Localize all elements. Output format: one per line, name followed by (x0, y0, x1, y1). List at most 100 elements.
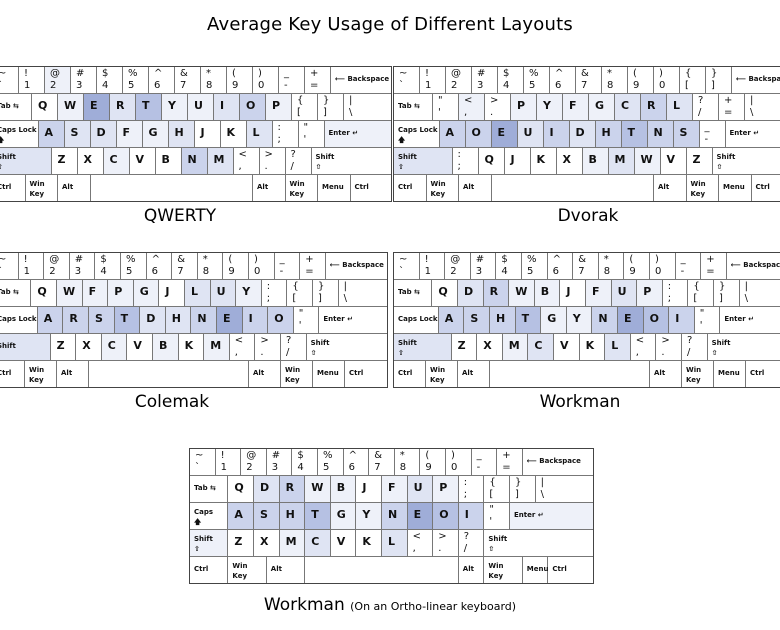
key-base-legend: ; (277, 134, 281, 145)
key-legend: Z (57, 153, 66, 166)
key-base-legend: - (704, 134, 709, 145)
key-r0c0: ~` (0, 67, 19, 94)
key-legend: R (116, 99, 125, 112)
key-sublabel: Key (29, 376, 44, 384)
key-r: R (63, 307, 89, 334)
key-legend: J (566, 285, 571, 298)
key-sublabel: Key (488, 572, 504, 580)
key-g: G (541, 307, 567, 334)
key-r0c7: & 7 (576, 67, 602, 94)
key-l: L (605, 334, 631, 361)
key-a: A (439, 121, 466, 148)
key-r0c9: (9 (420, 449, 446, 476)
key-base-legend: . (260, 347, 264, 358)
key-y: Y (236, 280, 262, 307)
key-space-key (90, 175, 253, 201)
key-shift-legend: : (667, 281, 672, 292)
key-legend: N (598, 312, 608, 325)
key-shift-legend: ( (633, 68, 637, 79)
key-legend: B (159, 339, 168, 352)
key-r0c12: + = (305, 67, 331, 94)
key-legend: R (489, 285, 499, 298)
key-x: X (77, 148, 104, 175)
key-j: J (194, 121, 221, 148)
key-shift-legend: & (581, 68, 589, 79)
key-shift-legend: $ (102, 68, 109, 79)
key-d: D (90, 121, 117, 148)
key-s: S (254, 503, 280, 530)
key-r3c8: <, (233, 148, 260, 175)
key-shift-legend: ( (629, 254, 634, 265)
key-base-legend: ] (318, 293, 322, 304)
key-base-legend: , (635, 347, 639, 358)
key-shift-legend: ( (232, 68, 236, 79)
key-ctrl: Ctrl (394, 361, 426, 387)
key-r0c0: ~` (394, 253, 420, 280)
key-r0c10: ) 0 (446, 449, 472, 476)
key-legend: O (439, 508, 449, 521)
key-sublabel: ⇧ (310, 349, 317, 357)
key-base-legend: 4 (503, 80, 510, 91)
key-backspace: ⟵ Backspace (726, 253, 780, 280)
key-shift-legend: ! (23, 254, 28, 265)
key-r0c7: & 7 (573, 253, 599, 280)
key-shift-legend: % (529, 68, 539, 79)
key-r0c2: @2 (445, 253, 471, 280)
key-label: Win (430, 366, 446, 374)
key-z: Z (451, 334, 478, 361)
key-legend: U (216, 285, 226, 298)
key-backspace: ⟵ Backspace (732, 67, 780, 94)
key-p: P (511, 94, 537, 121)
key-r0c8: * 8 (197, 253, 224, 280)
key-base-legend: \ (744, 293, 748, 304)
key-legend: X (562, 153, 571, 166)
key-space-key (490, 361, 650, 387)
key-legend: E (624, 312, 632, 325)
key-sublabel: Key (430, 376, 445, 384)
key-l: L (185, 280, 211, 307)
key-label: Caps Lock (0, 126, 37, 134)
key-base-legend: ` (399, 266, 404, 277)
key-base-legend: ] (515, 489, 519, 500)
key-legend: M (508, 339, 520, 352)
key-r0c5: % 5 (121, 253, 147, 280)
key-base-legend: 9 (232, 80, 239, 91)
key-sublabel: 🡅 (398, 136, 406, 144)
key-shift-legend: * (607, 68, 612, 79)
key-ctrl: Ctrl (345, 361, 387, 387)
key-label: Ctrl (398, 369, 413, 377)
caption-main: Workman (263, 595, 345, 615)
key-legend: V (560, 339, 569, 352)
key-w: W (634, 148, 661, 175)
key-base-legend: ; (667, 293, 672, 304)
key-legend: M (210, 339, 222, 352)
key-legend: D (575, 126, 585, 139)
key-enter: Enter ↵ (720, 307, 780, 334)
key-menu: Menu (714, 361, 746, 387)
key-shift-legend: : (463, 477, 468, 488)
key-legend: P (272, 99, 281, 112)
key-r0c4: $4 (292, 449, 318, 476)
key-r0c10: ) 0 (654, 67, 680, 94)
key-t: T (114, 307, 141, 334)
key-r2c11: " ' (298, 121, 325, 148)
key-r0c7: & 7 (369, 449, 395, 476)
key-base-legend: \ (349, 107, 353, 118)
key-m: M (502, 334, 529, 361)
key-legend: I (549, 126, 554, 139)
key-legend: C (311, 535, 320, 548)
key-shift-legend: # (477, 68, 486, 79)
key-base-legend: [ (685, 80, 689, 91)
key-legend: Q (38, 99, 48, 112)
key-base-legend: 0 (258, 80, 265, 91)
key-g: G (133, 280, 160, 307)
key-tab: Tab ⇆ (190, 476, 229, 503)
key-shift: Shift ⇧ (311, 148, 391, 175)
key-j: J (356, 476, 382, 503)
key-p: P (637, 280, 663, 307)
key-shift: Shift ⇧ (707, 334, 780, 361)
key-legend: D (260, 481, 270, 494)
key-shift-legend: ^ (154, 68, 163, 79)
key-r1c12: }] (714, 280, 740, 307)
key-shift-legend: { (489, 477, 496, 488)
